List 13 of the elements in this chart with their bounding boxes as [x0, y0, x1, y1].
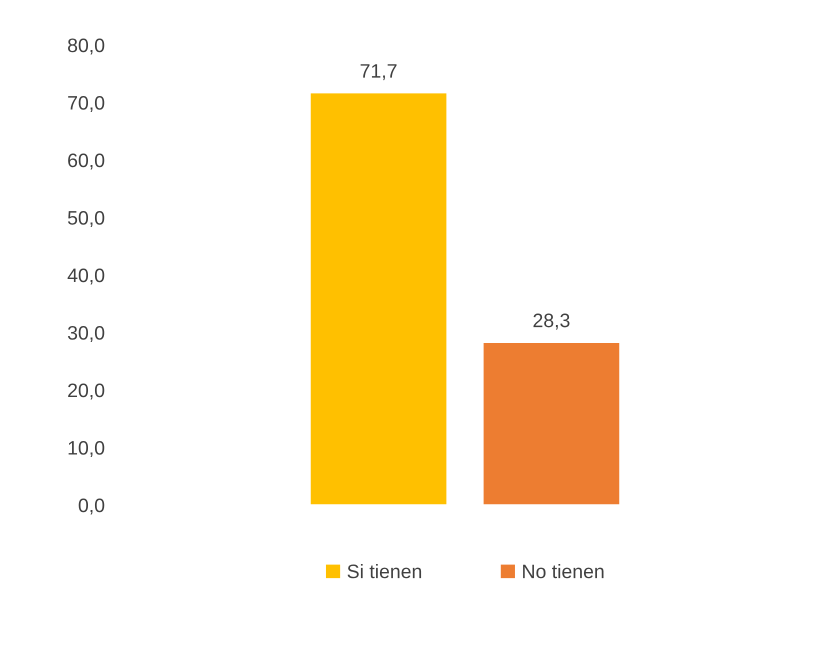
y-tick-label: 80,0	[68, 38, 104, 55]
y-tick-label: 50,0	[68, 210, 104, 228]
legend-label: Si tienen	[348, 564, 422, 578]
y-tick-label: 10,0	[68, 440, 104, 458]
y-tick-label: 40,0	[68, 268, 104, 285]
y-tick-label: 0,0	[78, 498, 104, 515]
y-tick-label: 20,0	[68, 383, 104, 400]
data-label: 71,7	[360, 64, 397, 80]
legend-label: No tienen	[523, 564, 604, 578]
y-tick-label: 30,0	[68, 326, 104, 342]
y-tick-label: 70,0	[68, 96, 104, 112]
data-label: 28,3	[533, 314, 570, 330]
y-tick-label: 60,0	[68, 153, 104, 170]
